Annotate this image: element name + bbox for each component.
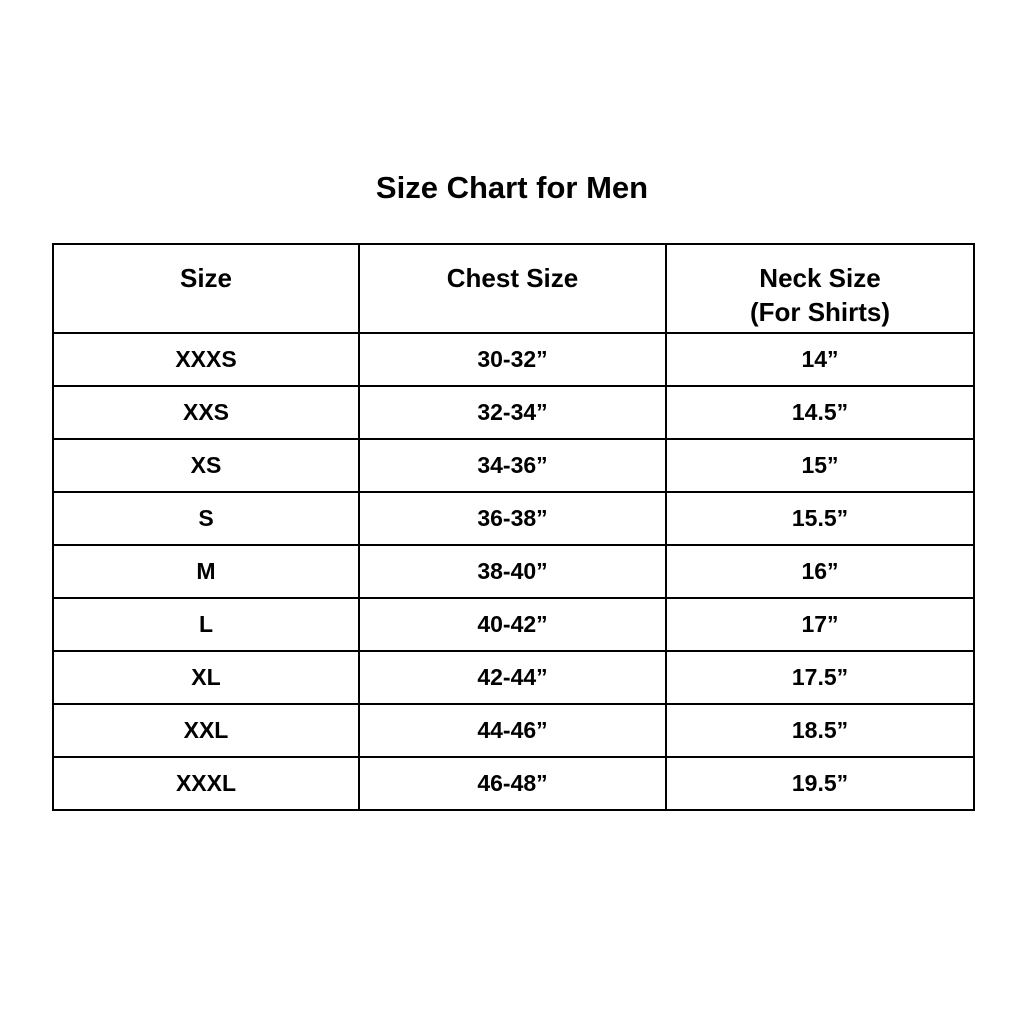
chest-size-cell: 42-44” <box>358 650 667 705</box>
header-neck-size: Neck Size (For Shirts) <box>665 243 975 334</box>
header-neck-size-label: Neck Size <box>759 263 881 293</box>
size-cell: XXXL <box>52 756 360 811</box>
table-row: XL 42-44” 17.5” <box>52 650 975 705</box>
table-row: XS 34-36” 15” <box>52 438 975 493</box>
chest-size-cell: 36-38” <box>358 491 667 546</box>
neck-size-cell: 15.5” <box>665 491 975 546</box>
chest-size-cell: 40-42” <box>358 597 667 652</box>
chest-size-cell: 34-36” <box>358 438 667 493</box>
neck-size-cell: 18.5” <box>665 703 975 758</box>
chest-size-cell: 44-46” <box>358 703 667 758</box>
page-title: Size Chart for Men <box>375 170 649 205</box>
neck-size-cell: 16” <box>665 544 975 599</box>
neck-size-cell: 14.5” <box>665 385 975 440</box>
neck-size-cell: 14” <box>665 332 975 387</box>
size-cell: XL <box>52 650 360 705</box>
header-size: Size <box>52 243 360 334</box>
header-neck-size-note: (For Shirts) <box>749 297 891 327</box>
table-row: XXS 32-34” 14.5” <box>52 385 975 440</box>
table-row: XXL 44-46” 18.5” <box>52 703 975 758</box>
chest-size-cell: 46-48” <box>358 756 667 811</box>
size-chart-table: Size Chest Size Neck Size (For Shirts) X… <box>52 243 975 811</box>
header-row: Size Chest Size Neck Size (For Shirts) <box>52 243 975 334</box>
size-cell: L <box>52 597 360 652</box>
table-row: L 40-42” 17” <box>52 597 975 652</box>
chest-size-cell: 32-34” <box>358 385 667 440</box>
size-cell: XXS <box>52 385 360 440</box>
size-cell: S <box>52 491 360 546</box>
neck-size-cell: 17.5” <box>665 650 975 705</box>
size-cell: XXXS <box>52 332 360 387</box>
size-cell: M <box>52 544 360 599</box>
table-row: XXXS 30-32” 14” <box>52 332 975 387</box>
table-row: S 36-38” 15.5” <box>52 491 975 546</box>
neck-size-cell: 15” <box>665 438 975 493</box>
neck-size-cell: 19.5” <box>665 756 975 811</box>
table-row: XXXL 46-48” 19.5” <box>52 756 975 811</box>
header-chest-size: Chest Size <box>358 243 667 334</box>
size-cell: XXL <box>52 703 360 758</box>
chest-size-cell: 38-40” <box>358 544 667 599</box>
table-row: M 38-40” 16” <box>52 544 975 599</box>
size-cell: XS <box>52 438 360 493</box>
neck-size-cell: 17” <box>665 597 975 652</box>
chest-size-cell: 30-32” <box>358 332 667 387</box>
